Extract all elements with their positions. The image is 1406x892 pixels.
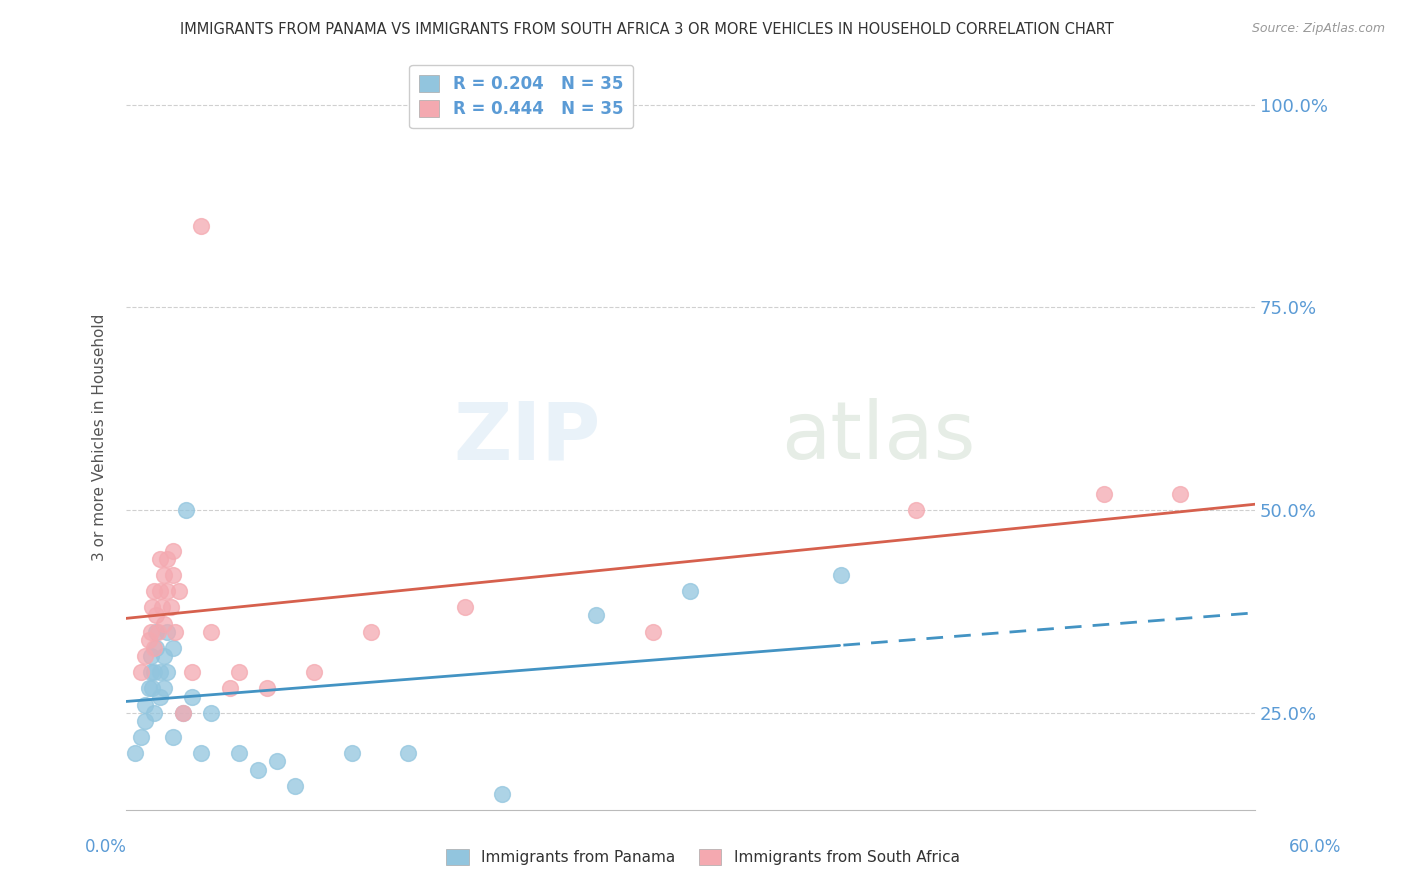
Point xyxy=(200,624,222,639)
Point xyxy=(190,219,212,234)
Point xyxy=(360,624,382,639)
Text: Source: ZipAtlas.com: Source: ZipAtlas.com xyxy=(1251,22,1385,36)
Point xyxy=(246,763,269,777)
Point xyxy=(172,706,194,720)
Point xyxy=(124,747,146,761)
Text: atlas: atlas xyxy=(780,398,976,476)
Point xyxy=(172,706,194,720)
Point xyxy=(146,624,169,639)
Point xyxy=(181,690,204,704)
Point xyxy=(641,624,664,639)
Point xyxy=(156,551,179,566)
Point xyxy=(129,665,152,680)
Point xyxy=(143,706,166,720)
Point xyxy=(149,584,172,599)
Point xyxy=(302,665,325,680)
Point xyxy=(138,681,160,696)
Point xyxy=(156,624,179,639)
Point xyxy=(162,543,184,558)
Point xyxy=(679,584,702,599)
Point xyxy=(141,681,163,696)
Point xyxy=(174,503,197,517)
Point xyxy=(1092,487,1115,501)
Point xyxy=(190,747,212,761)
Point xyxy=(149,690,172,704)
Point xyxy=(162,568,184,582)
Point xyxy=(152,681,174,696)
Point xyxy=(139,624,162,639)
Text: 0.0%: 0.0% xyxy=(84,838,127,855)
Text: ZIP: ZIP xyxy=(453,398,600,476)
Text: IMMIGRANTS FROM PANAMA VS IMMIGRANTS FROM SOUTH AFRICA 3 OR MORE VEHICLES IN HOU: IMMIGRANTS FROM PANAMA VS IMMIGRANTS FRO… xyxy=(180,22,1114,37)
Point xyxy=(150,600,173,615)
Point xyxy=(143,640,166,655)
Point xyxy=(149,551,172,566)
Legend: Immigrants from Panama, Immigrants from South Africa: Immigrants from Panama, Immigrants from … xyxy=(440,843,966,871)
Point xyxy=(143,584,166,599)
Y-axis label: 3 or more Vehicles in Household: 3 or more Vehicles in Household xyxy=(93,313,107,561)
Point xyxy=(454,600,477,615)
Point xyxy=(160,600,183,615)
Point xyxy=(585,608,607,623)
Point xyxy=(1168,487,1191,501)
Point xyxy=(340,747,363,761)
Point xyxy=(134,648,156,663)
Point xyxy=(162,640,184,655)
Point xyxy=(139,648,162,663)
Legend: R = 0.204   N = 35, R = 0.444   N = 35: R = 0.204 N = 35, R = 0.444 N = 35 xyxy=(409,65,633,128)
Point xyxy=(139,665,162,680)
Point xyxy=(228,665,250,680)
Point xyxy=(129,730,152,744)
Point xyxy=(284,779,307,793)
Point xyxy=(905,503,928,517)
Point xyxy=(200,706,222,720)
Point xyxy=(396,747,419,761)
Point xyxy=(134,698,156,712)
Point xyxy=(266,755,288,769)
Point xyxy=(152,616,174,631)
Point xyxy=(491,787,513,801)
Point xyxy=(156,584,179,599)
Point xyxy=(141,600,163,615)
Point xyxy=(152,568,174,582)
Point xyxy=(145,624,167,639)
Point xyxy=(152,648,174,663)
Point xyxy=(134,714,156,728)
Point xyxy=(228,747,250,761)
Point xyxy=(145,640,167,655)
Text: 60.0%: 60.0% xyxy=(1288,838,1341,855)
Point xyxy=(256,681,278,696)
Point xyxy=(162,730,184,744)
Point xyxy=(181,665,204,680)
Point xyxy=(143,665,166,680)
Point xyxy=(830,568,852,582)
Point xyxy=(218,681,240,696)
Point xyxy=(149,665,172,680)
Point xyxy=(167,584,190,599)
Point xyxy=(138,632,160,647)
Point xyxy=(163,624,186,639)
Point xyxy=(156,665,179,680)
Point xyxy=(145,608,167,623)
